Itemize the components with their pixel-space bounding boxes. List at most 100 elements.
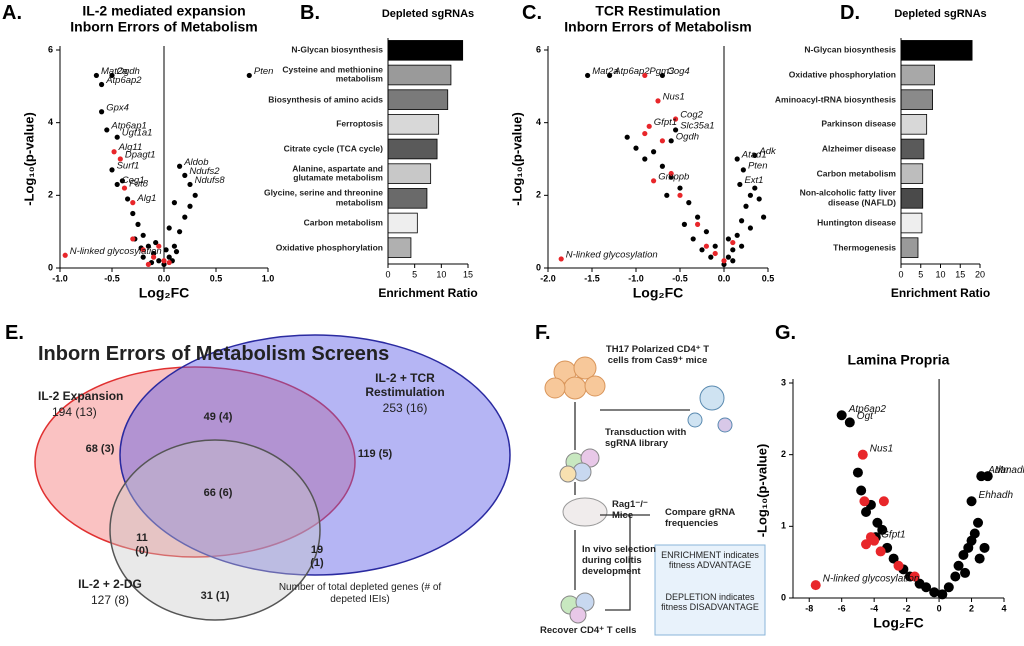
x-tick-label: 0.0 xyxy=(718,273,731,283)
venn-region: 49 (4) xyxy=(203,411,233,423)
category-label: Oxidative phosphorylation xyxy=(788,69,896,80)
category-label: Ferroptosis xyxy=(336,118,383,129)
point-label: Cog4 xyxy=(667,66,690,77)
point-label: Atp6ap2 xyxy=(613,66,650,77)
x-tick-label: 15 xyxy=(955,269,965,279)
x-tick-label: 0 xyxy=(385,269,390,279)
category-label: Non-alcoholic fatty liver disease (NAFLD… xyxy=(799,187,896,208)
point xyxy=(859,496,870,507)
point xyxy=(246,72,252,79)
point xyxy=(869,535,880,546)
point-label: Ogdh xyxy=(117,66,140,77)
chart-title: TCR Restimulation xyxy=(595,3,720,19)
chart-title: Depleted sgRNAs xyxy=(894,8,986,20)
point xyxy=(856,485,867,496)
venn-region: 11 (0) xyxy=(135,532,149,557)
point xyxy=(703,229,710,235)
point xyxy=(734,232,740,238)
point xyxy=(651,149,657,155)
step-label: Compare gRNA frequencies xyxy=(665,507,735,529)
point xyxy=(114,134,120,140)
point-label: Mat2a xyxy=(101,66,127,77)
point xyxy=(721,258,727,264)
x-tick-label: -1.0 xyxy=(628,273,644,283)
point-label: Atp6ap2 xyxy=(848,404,887,415)
point xyxy=(950,571,961,582)
point-label: Pten xyxy=(748,160,768,171)
category-label: Alzheimer disease xyxy=(821,143,896,154)
y-tick-label: 2 xyxy=(781,449,786,459)
point xyxy=(125,196,131,202)
point-label: Mmadhc xyxy=(995,465,1024,476)
point xyxy=(861,507,872,517)
x-axis-label: Log₂FC xyxy=(139,285,190,301)
set-name: IL-2 + TCR Restimulation xyxy=(365,371,445,399)
point-label: Adar xyxy=(987,465,1010,476)
point xyxy=(966,496,977,507)
point xyxy=(909,571,920,582)
point xyxy=(725,236,732,242)
panel-letter: F. xyxy=(535,322,551,344)
point xyxy=(187,181,193,188)
point xyxy=(681,221,688,227)
venn-region: 119 (5) xyxy=(357,448,393,460)
category-label: Carbon metabolism xyxy=(816,167,896,178)
point xyxy=(166,259,172,266)
point xyxy=(153,239,159,246)
point xyxy=(878,496,889,507)
point-label: Atad1 xyxy=(741,150,767,161)
x-tick-label: 0.0 xyxy=(158,273,171,283)
point xyxy=(145,243,151,249)
y-tick-label: 1 xyxy=(781,521,786,531)
point-label: Nus1 xyxy=(870,443,893,454)
point xyxy=(958,550,969,560)
step-label: TH17 Polarized CD4⁺ T cells from Cas9⁺ m… xyxy=(605,344,710,366)
point-label: Mat2a xyxy=(592,66,618,77)
point xyxy=(156,258,162,264)
point xyxy=(166,225,172,231)
x-tick-label: 15 xyxy=(463,269,473,279)
point xyxy=(979,542,990,553)
point xyxy=(739,218,745,224)
category-label: Parkinson disease xyxy=(821,118,896,129)
point xyxy=(655,98,661,104)
category-label: Oxidative phosphorylation xyxy=(275,241,383,252)
point-label: Ndufs2 xyxy=(189,166,220,177)
x-tick-label: -6 xyxy=(838,603,846,613)
point-label: Ndufs8 xyxy=(195,175,226,186)
point-label: Fut8 xyxy=(129,179,149,190)
x-tick-label: 0 xyxy=(898,269,903,279)
venn-set-1 xyxy=(34,366,356,558)
point-label: Ogt xyxy=(857,411,874,422)
x-tick-label: -2.0 xyxy=(540,273,556,283)
point xyxy=(699,247,705,253)
bar xyxy=(900,64,935,86)
point xyxy=(668,170,674,177)
point xyxy=(708,254,714,260)
point xyxy=(633,145,639,151)
set-name: IL-2 + 2-DG xyxy=(78,577,142,591)
x-tick-label: -1.5 xyxy=(584,273,600,283)
point xyxy=(747,192,754,198)
point xyxy=(156,243,162,249)
point xyxy=(712,250,718,257)
chart-title: Depleted sgRNAs xyxy=(382,8,474,20)
x-tick-label: 1.0 xyxy=(262,273,275,283)
category-label: Glycine, serine and threonine metabolism xyxy=(263,187,383,208)
x-tick-label: 2 xyxy=(969,603,974,613)
point xyxy=(177,229,183,235)
point xyxy=(673,116,679,122)
step-label: Recover CD4⁺ T cells xyxy=(540,625,637,636)
y-tick-label: 6 xyxy=(536,44,541,54)
point xyxy=(130,200,136,206)
y-axis-label: -Log₁₀(p-value) xyxy=(21,112,36,206)
point xyxy=(651,178,657,184)
bar xyxy=(387,114,440,135)
venn-title: Inborn Errors of Metabolism Screens xyxy=(38,343,390,365)
virus-icons xyxy=(687,385,733,433)
point xyxy=(62,252,68,258)
x-axis-label: Log₂FC xyxy=(873,615,924,631)
venn-set-2 xyxy=(119,334,511,576)
point xyxy=(117,156,123,162)
bar xyxy=(387,163,432,184)
